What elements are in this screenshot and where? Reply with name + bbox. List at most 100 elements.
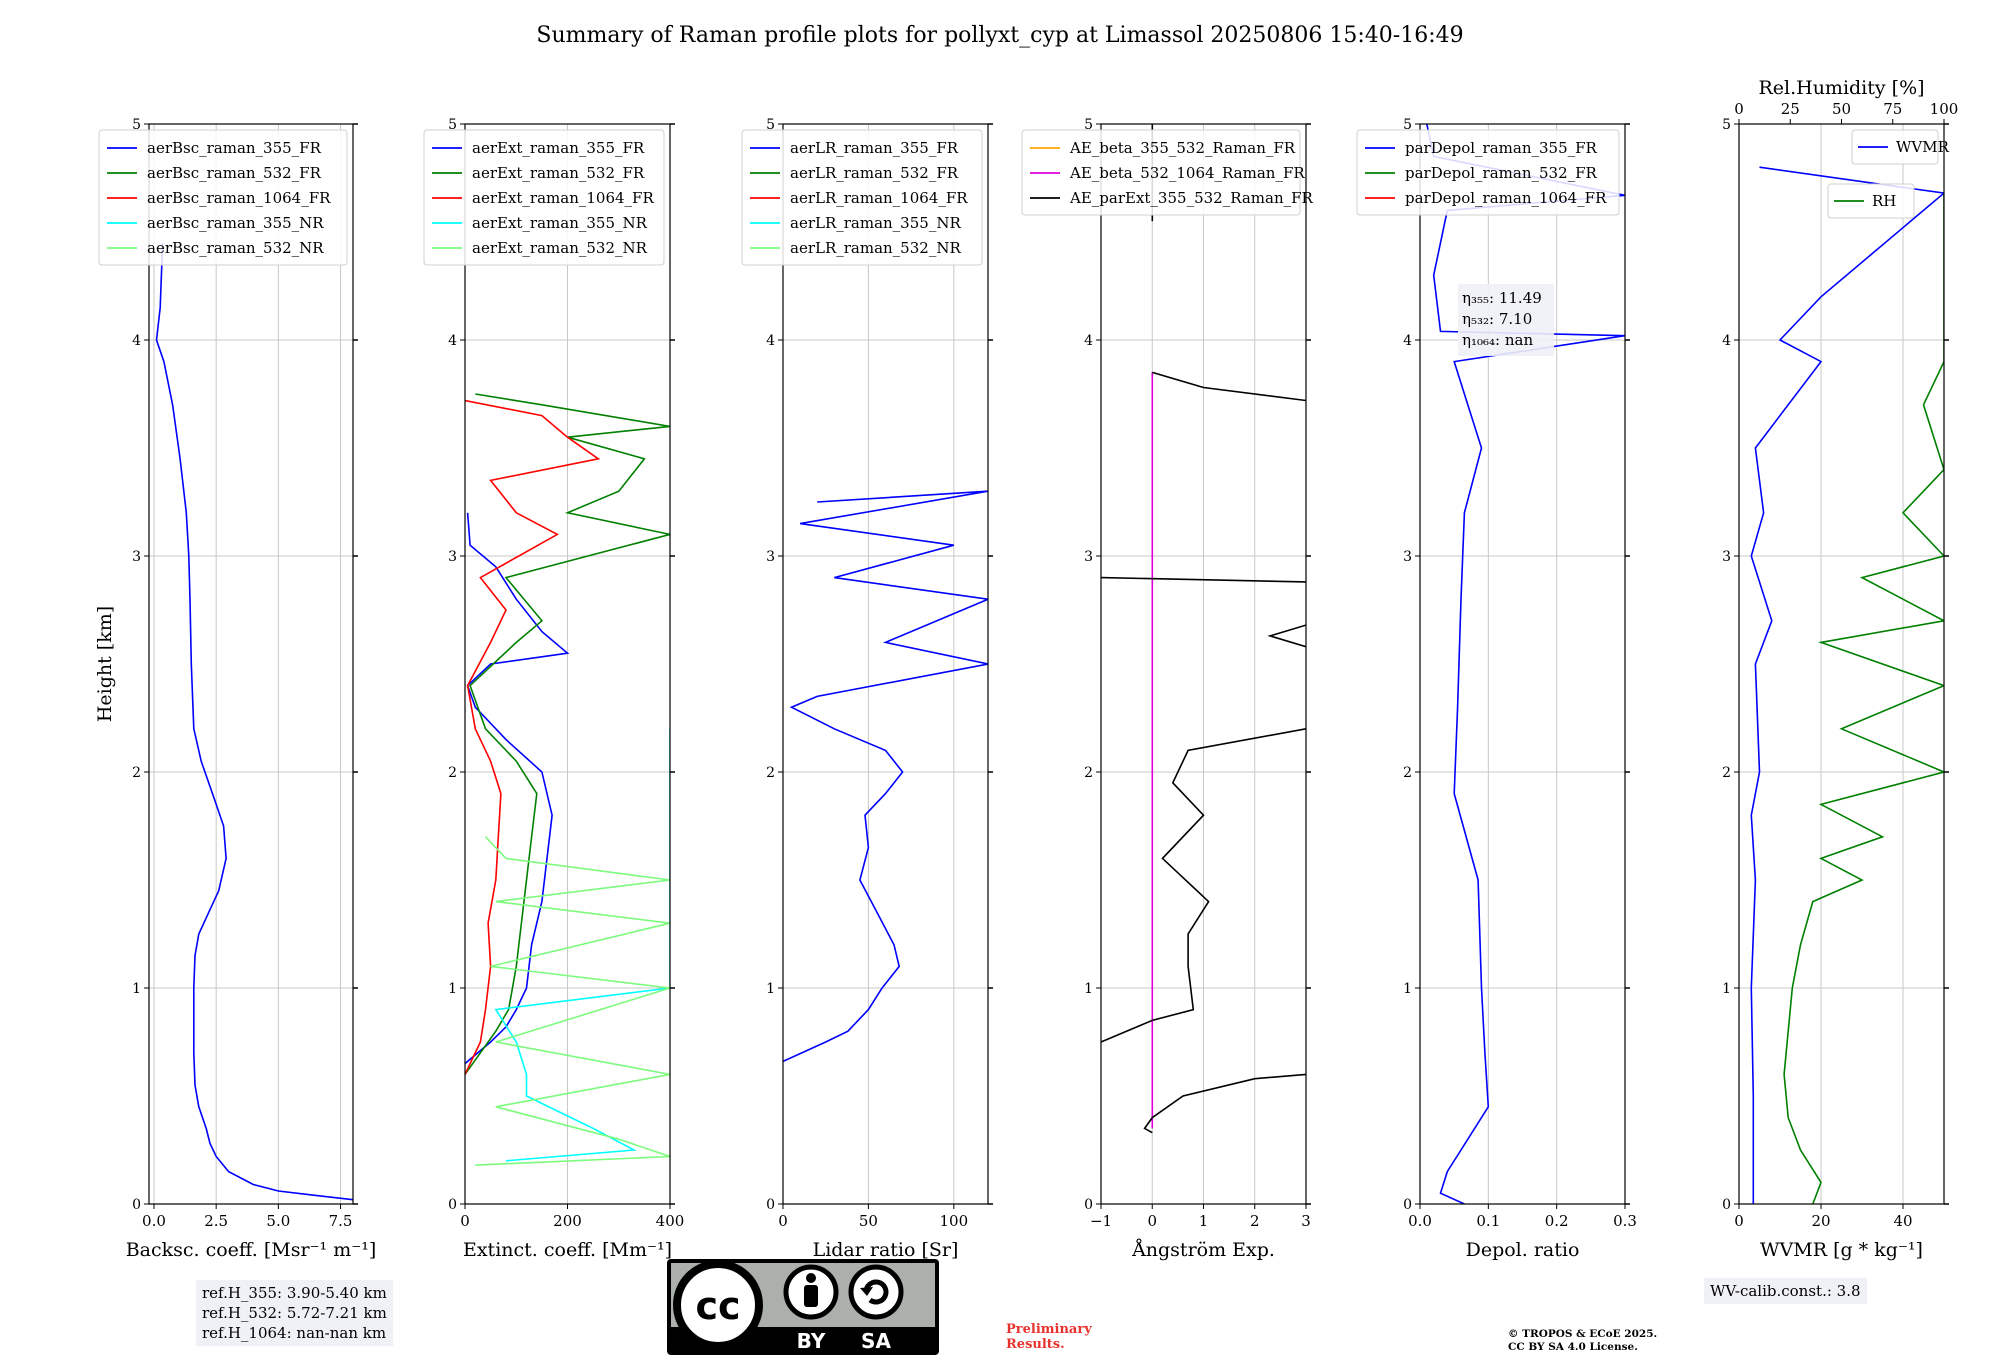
grid <box>1738 123 1944 1205</box>
series-group <box>1750 166 1944 1204</box>
y-tick-label: 0 <box>132 1197 141 1213</box>
series-line-aerBsc_raman_355_FR <box>155 242 353 1201</box>
y-tick-label: 4 <box>1084 333 1093 349</box>
legend-box <box>1356 129 1620 216</box>
legend-entry: aerExt_raman_355_FR <box>472 139 645 157</box>
y-tick-label: 4 <box>448 333 457 349</box>
y-tick-label: 2 <box>1084 765 1093 781</box>
annotation-box <box>1458 284 1554 356</box>
share-alike-icon <box>848 1264 904 1320</box>
y-tick-label: 1 <box>766 981 775 997</box>
legend-box <box>1021 129 1301 216</box>
legend-entry: parDepol_raman_1064_FR <box>1405 189 1607 207</box>
x-tick-label: −1 <box>1090 1212 1112 1230</box>
y-axis-label: Height [km] <box>94 606 116 722</box>
y-tick-label: 5 <box>1084 117 1093 133</box>
y-tick-label: 2 <box>1403 765 1412 781</box>
x-tick-label: 20 <box>1811 1212 1830 1230</box>
panel-6: 0 20 40 0 1 2 3 4 5 WVMR [g * kg⁻¹] 0 25 50 75 100 Rel.… <box>1722 77 1958 1261</box>
cc-logo-icon <box>673 1260 763 1350</box>
x-tick-label: 200 <box>553 1212 582 1230</box>
copyright-note: © TROPOS & ECoE 2025. CC BY SA 4.0 Licen… <box>1508 1328 1657 1354</box>
x-tick-label: 1 <box>1199 1212 1209 1230</box>
legend-entry: aerExt_raman_355_NR <box>472 214 648 232</box>
legend-entry: aerBsc_raman_1064_FR <box>147 189 331 207</box>
legend: aerBsc_raman_355_FR aerBsc_raman_532_FRae… <box>98 129 348 266</box>
x-tick-label: 0.1 <box>1476 1212 1500 1230</box>
y-tick-label: 0 <box>448 1197 457 1213</box>
y-tick-label: 4 <box>766 333 775 349</box>
series-line-segment <box>1152 371 1306 402</box>
y-tick-label: 2 <box>766 765 775 781</box>
x-tick-label: 7.5 <box>329 1212 353 1230</box>
y-tick-label: 3 <box>1403 549 1412 565</box>
y-tick-label: 5 <box>1722 117 1731 133</box>
legend-entry: aerBsc_raman_355_NR <box>147 214 324 232</box>
y-tick-label: 0 <box>1403 1197 1412 1213</box>
legend-entry: aerExt_raman_1064_FR <box>472 189 654 207</box>
y-tick-label: 3 <box>766 549 775 565</box>
legend-entry: aerBsc_raman_355_FR <box>147 139 322 157</box>
y-tick-label: 3 <box>1722 549 1731 565</box>
legend-entry: aerLR_raman_355_NR <box>790 214 961 232</box>
legend-entry: AE_beta_532_1064_Raman_FR <box>1069 164 1305 182</box>
x-tick-label: 0.0 <box>142 1212 166 1230</box>
legend-entry: aerBsc_raman_532_FR <box>147 164 322 182</box>
y-tick-label: 2 <box>448 765 457 781</box>
series-line-aerExt_raman_355_FR <box>465 512 570 1065</box>
top-x-tick-label: 0 <box>1734 100 1744 118</box>
x-tick-label: 50 <box>859 1212 878 1230</box>
preliminary-line-1: Preliminary <box>1006 1322 1092 1337</box>
preliminary-results-note: Preliminary Results. <box>1006 1322 1092 1352</box>
wv-calibration-box: WV-calib.const.: 3.8 <box>1704 1278 1867 1304</box>
x-tick-label: 0.2 <box>1545 1212 1569 1230</box>
x-axis-label: Backsc. coeff. [Msr⁻¹ m⁻¹] <box>126 1239 377 1261</box>
legend-entry: aerLR_raman_532_FR <box>790 164 959 182</box>
y-tick-label: 5 <box>1403 117 1412 133</box>
annotation-line: η₅₃₂: 7.10 <box>1462 310 1532 328</box>
x-axis-label: Depol. ratio <box>1466 1239 1580 1261</box>
ref-height-532: ref.H_532: 5.72-7.21 km <box>202 1304 387 1322</box>
y-tick-label: 1 <box>1403 981 1412 997</box>
series-line-WVMR <box>1750 166 1944 1204</box>
legend: parDepol_raman_355_FR parDepol_raman_532_… <box>1356 129 1620 216</box>
y-tick-label: 0 <box>1722 1197 1731 1213</box>
x-tick-label: 0 <box>460 1212 470 1230</box>
x-tick-label: 0 <box>778 1212 788 1230</box>
x-tick-label: 40 <box>1893 1212 1912 1230</box>
series-line-aerLR_raman_355_FR <box>783 490 988 1063</box>
y-tick-label: 0 <box>766 1197 775 1213</box>
top-axis-label: Rel.Humidity [%] <box>1758 77 1924 99</box>
legend-entry: aerExt_raman_532_NR <box>472 239 648 257</box>
legend-wvmr: WVMR <box>1851 129 1950 165</box>
legend-entry: aerLR_raman_1064_FR <box>790 189 968 207</box>
grid <box>782 123 988 1205</box>
x-axis-label: Lidar ratio [Sr] <box>813 1239 959 1261</box>
y-tick-label: 4 <box>1722 333 1731 349</box>
series-line-aerExt_raman_532_NR <box>475 836 670 1166</box>
legend-entry: parDepol_raman_355_FR <box>1405 139 1598 157</box>
series-line-aerExt_raman_1064_FR <box>465 399 601 1075</box>
y-tick-label: 3 <box>1084 549 1093 565</box>
y-tick-label: 5 <box>766 117 775 133</box>
series-group <box>1426 124 1625 1204</box>
y-tick-label: 1 <box>1722 981 1731 997</box>
ref-height-355: ref.H_355: 3.90-5.40 km <box>202 1284 387 1302</box>
x-tick-label: 0.3 <box>1613 1212 1637 1230</box>
legend-entry: AE_parExt_355_532_Raman_FR <box>1069 189 1314 207</box>
y-tick-label: 2 <box>132 765 141 781</box>
legend: aerExt_raman_355_FR aerExt_raman_532_FRae… <box>423 129 665 266</box>
legend-rh: RH <box>1827 183 1915 219</box>
x-tick-label: 0.0 <box>1408 1212 1432 1230</box>
y-tick-label: 1 <box>1084 981 1093 997</box>
legend-entry: RH <box>1872 192 1896 210</box>
series-line-aerExt_raman_355_NR <box>494 728 670 1162</box>
cc-logo-text: cc <box>695 1284 740 1328</box>
y-tick-label: 3 <box>132 549 141 565</box>
figure-title: Summary of Raman profile plots for polly… <box>536 23 1463 48</box>
x-tick-label: 3 <box>1301 1212 1311 1230</box>
series-line-parDepol_raman_355_FR <box>1426 124 1625 1204</box>
x-axis-label: WVMR [g * kg⁻¹] <box>1760 1239 1923 1261</box>
copyright-line-2: CC BY SA 4.0 License. <box>1508 1341 1638 1353</box>
